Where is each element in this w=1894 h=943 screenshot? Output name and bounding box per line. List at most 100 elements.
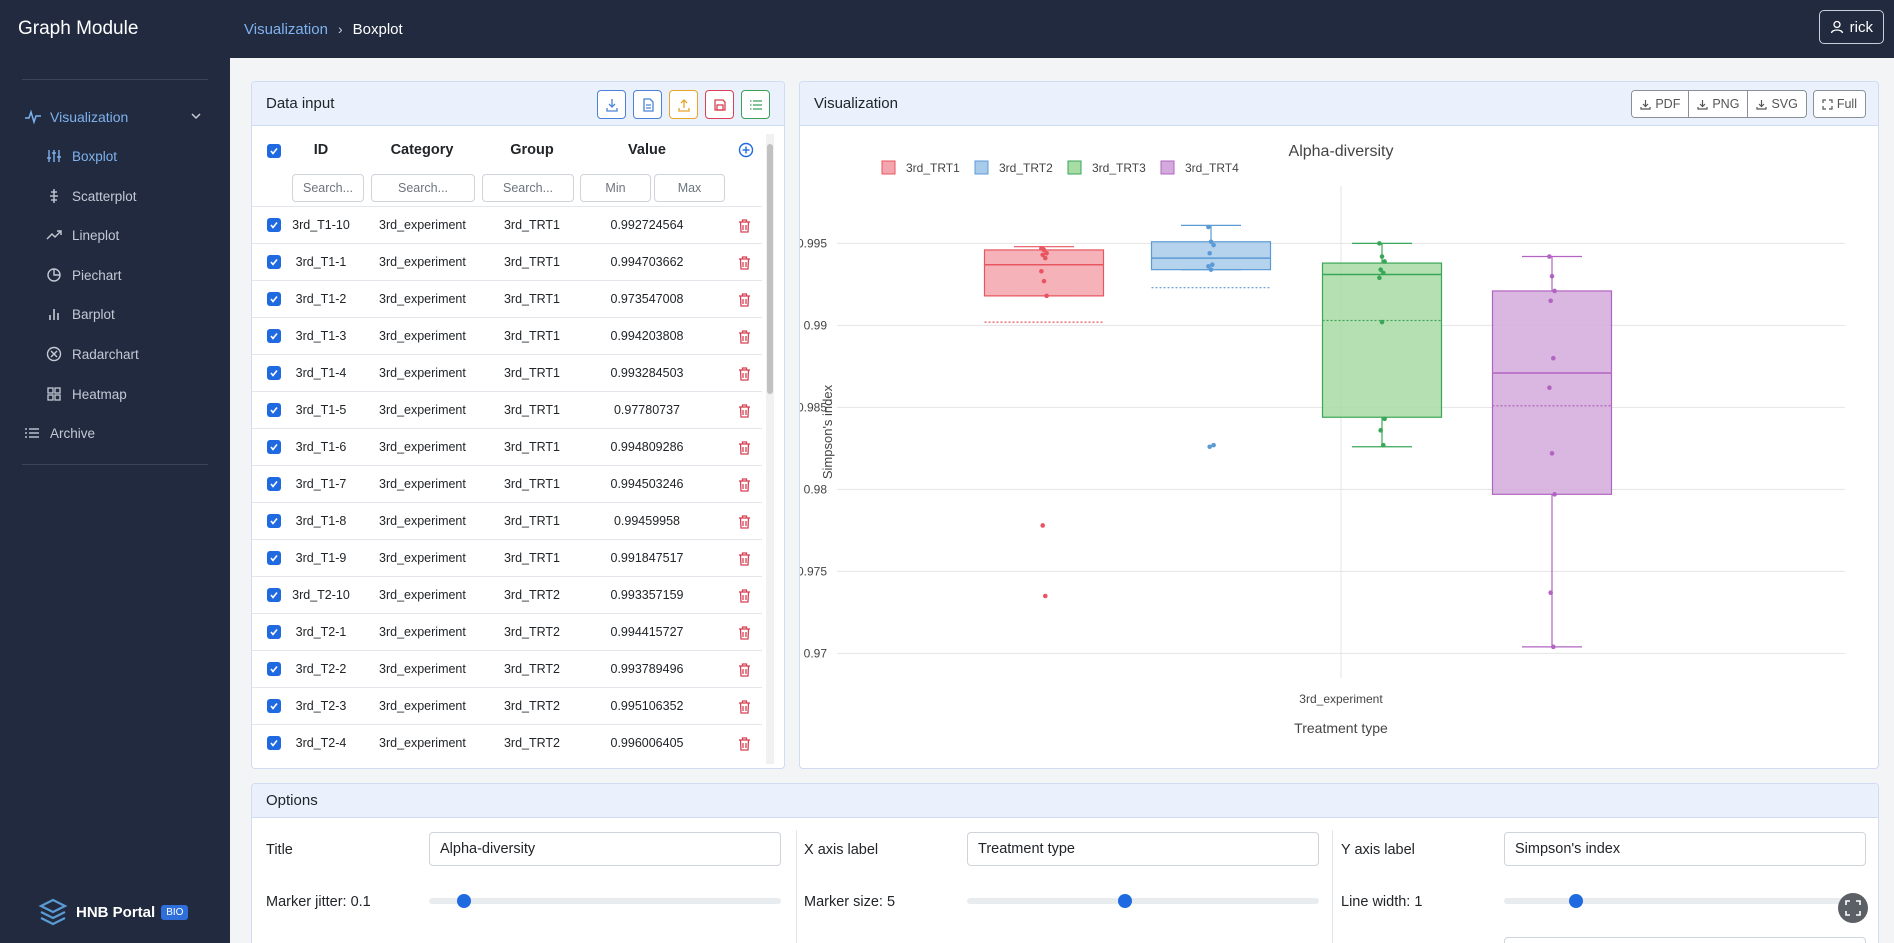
cell-category[interactable]: 3rd_experiment (379, 514, 466, 528)
cell-value[interactable]: 0.994203808 (610, 329, 684, 343)
trash-icon[interactable] (738, 552, 751, 566)
trash-icon[interactable] (738, 330, 751, 344)
cell-category[interactable]: 3rd_experiment (379, 329, 466, 343)
cell-group[interactable]: 3rd_TRT1 (503, 292, 561, 306)
cell-group[interactable]: 3rd_TRT1 (503, 440, 561, 454)
cell-group[interactable]: 3rd_TRT1 (503, 329, 561, 343)
value-max-input[interactable]: Max (654, 174, 725, 202)
cell-id[interactable]: 3rd_T1-1 (295, 255, 347, 269)
table-row[interactable]: 3rd_T2-4 3rd_experiment 3rd_TRT2 0.99600640… (252, 724, 762, 761)
trash-icon[interactable] (738, 737, 751, 751)
cell-category[interactable]: 3rd_experiment (379, 699, 466, 713)
cell-id[interactable]: 3rd_T1-4 (295, 366, 347, 380)
fullscreen-toggle-button[interactable] (1838, 893, 1868, 923)
row-checkbox[interactable] (267, 255, 281, 269)
cell-group[interactable]: 3rd_TRT1 (503, 218, 561, 232)
trash-icon[interactable] (738, 256, 751, 270)
slider-handle[interactable] (1569, 894, 1584, 908)
cell-group[interactable]: 3rd_TRT1 (503, 255, 561, 269)
sidebar-item-barplot[interactable]: Barplot (46, 303, 115, 325)
line-width-slider[interactable] (1504, 894, 1866, 908)
trash-icon[interactable] (738, 219, 751, 233)
table-row[interactable]: 3rd_T2-3 3rd_experiment 3rd_TRT2 0.99510635… (252, 687, 762, 724)
cell-group[interactable]: 3rd_TRT1 (503, 477, 561, 491)
cell-id[interactable]: 3rd_T2-10 (292, 588, 350, 602)
sidebar-item-boxplot[interactable]: Boxplot (46, 145, 117, 167)
trash-icon[interactable] (738, 367, 751, 381)
cell-id[interactable]: 3rd_T1-9 (295, 551, 347, 565)
y-axis-label-input[interactable]: Simpson's index (1504, 832, 1866, 866)
row-checkbox[interactable] (267, 736, 281, 750)
cell-id[interactable]: 3rd_T2-2 (295, 662, 347, 676)
cell-category[interactable]: 3rd_experiment (379, 403, 466, 417)
cell-id[interactable]: 3rd_T1-3 (295, 329, 347, 343)
cell-id[interactable]: 3rd_T1-8 (295, 514, 347, 528)
cell-group[interactable]: 3rd_TRT1 (503, 403, 561, 417)
list-view-button[interactable] (741, 90, 770, 119)
trash-icon[interactable] (738, 700, 751, 714)
sidebar-item-heatmap[interactable]: Heatmap (46, 383, 127, 405)
column-header-group[interactable]: Group (510, 142, 554, 158)
cell-group[interactable]: 3rd_TRT2 (503, 662, 561, 676)
column-header-category[interactable]: Category (390, 142, 454, 158)
user-menu-button[interactable]: rick (1818, 10, 1884, 44)
row-checkbox[interactable] (267, 477, 281, 491)
cell-category[interactable]: 3rd_experiment (379, 255, 466, 269)
export-pdf-button[interactable]: PDF (1632, 91, 1690, 117)
cell-value[interactable]: 0.973547008 (610, 292, 684, 306)
trash-icon[interactable] (738, 663, 751, 677)
cell-id[interactable]: 3rd_T1-6 (295, 440, 347, 454)
slider-handle[interactable] (457, 894, 472, 908)
fullscreen-button[interactable]: Full (1813, 91, 1865, 117)
marker-jitter-slider[interactable] (429, 894, 781, 908)
cell-value[interactable]: 0.993284503 (610, 366, 684, 380)
cell-category[interactable]: 3rd_experiment (379, 440, 466, 454)
boxplot-chart[interactable]: 0.97 0.975 0.98 0.985 0.99 0.995 3rd_experimen… (800, 126, 1878, 768)
cell-category[interactable]: 3rd_experiment (379, 551, 466, 565)
export-file-button[interactable] (633, 90, 662, 119)
table-row[interactable]: 3rd_T1-10 3rd_experiment 3rd_TRT1 0.9927245… (252, 206, 762, 243)
cell-value[interactable]: 0.994703662 (610, 255, 684, 269)
row-checkbox[interactable] (267, 625, 281, 639)
cell-id[interactable]: 3rd_T1-7 (295, 477, 347, 491)
cell-id[interactable]: 3rd_T2-1 (295, 625, 347, 639)
sidebar-item-radarchart[interactable]: Radarchart (46, 343, 139, 365)
export-png-button[interactable]: PNG (1689, 91, 1749, 117)
row-checkbox[interactable] (267, 662, 281, 676)
cell-value[interactable]: 0.97780737 (613, 403, 681, 417)
sidebar-item-piechart[interactable]: Piechart (46, 264, 122, 286)
row-checkbox[interactable] (267, 329, 281, 343)
add-row-icon[interactable] (738, 142, 754, 158)
cell-category[interactable]: 3rd_experiment (379, 588, 466, 602)
column-header-value[interactable]: Value (628, 142, 666, 158)
breadcrumb-link[interactable]: Visualization (244, 20, 328, 38)
cell-group[interactable]: 3rd_TRT1 (503, 551, 561, 565)
row-checkbox[interactable] (267, 292, 281, 306)
title-input[interactable]: Alpha-diversity (429, 832, 781, 866)
cell-group[interactable]: 3rd_TRT1 (503, 514, 561, 528)
cell-group[interactable]: 3rd_TRT2 (503, 625, 561, 639)
cell-category[interactable]: 3rd_experiment (379, 625, 466, 639)
row-checkbox[interactable] (267, 366, 281, 380)
table-row[interactable]: 3rd_T1-7 3rd_experiment 3rd_TRT1 0.99450324… (252, 465, 762, 502)
table-row[interactable]: 3rd_T1-9 3rd_experiment 3rd_TRT1 0.99184751… (252, 539, 762, 576)
cell-category[interactable]: 3rd_experiment (379, 662, 466, 676)
export-svg-button[interactable]: SVG (1748, 91, 1806, 117)
upload-button[interactable] (669, 90, 698, 119)
table-row[interactable]: 3rd_T1-1 3rd_experiment 3rd_TRT1 0.99470366… (252, 243, 762, 280)
select-all-checkbox[interactable] (267, 144, 281, 158)
row-checkbox[interactable] (267, 588, 281, 602)
scrollbar-thumb[interactable] (767, 144, 773, 394)
cell-group[interactable]: 3rd_TRT2 (503, 588, 561, 602)
table-row[interactable]: 3rd_T1-6 3rd_experiment 3rd_TRT1 0.99480928… (252, 428, 762, 465)
table-row[interactable]: 3rd_T2-1 3rd_experiment 3rd_TRT2 0.99441572… (252, 613, 762, 650)
row-checkbox[interactable] (267, 514, 281, 528)
table-row[interactable]: 3rd_T1-2 3rd_experiment 3rd_TRT1 0.97354700… (252, 280, 762, 317)
cell-id[interactable]: 3rd_T1-5 (295, 403, 347, 417)
table-scrollbar[interactable] (766, 134, 774, 764)
cell-value[interactable]: 0.996006405 (610, 736, 684, 750)
sidebar-item-visualization[interactable]: Visualization (24, 106, 204, 128)
trash-icon[interactable] (738, 404, 751, 418)
portal-brand[interactable]: HNB Portal BIO (38, 897, 189, 927)
group-search-input[interactable]: Search... (482, 174, 574, 202)
